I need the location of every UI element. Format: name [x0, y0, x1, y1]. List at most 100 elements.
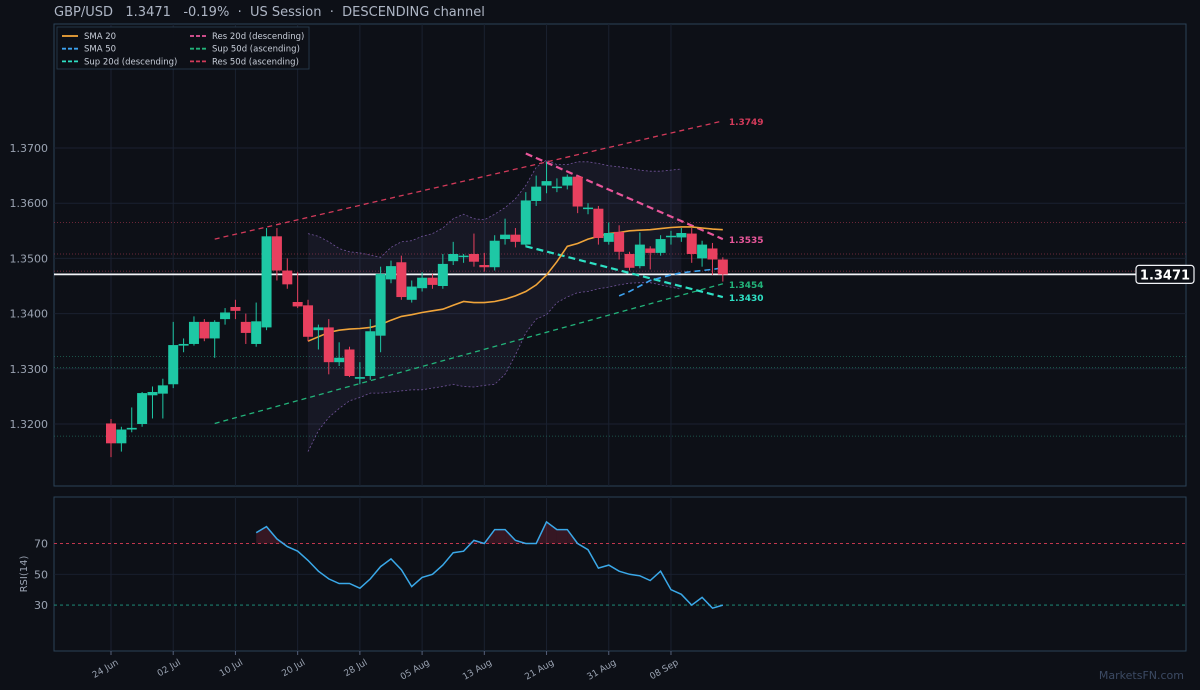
trendline: [214, 120, 723, 240]
rsi-y-tick-label: 30: [34, 599, 48, 612]
candle-body: [344, 349, 355, 376]
rsi-overbought-fill: [556, 529, 568, 544]
header-separator: ·: [329, 5, 334, 20]
x-tick-label: 10 Jul: [218, 658, 245, 679]
x-tick-label: 20 Jul: [280, 658, 307, 679]
candle-body: [520, 200, 531, 245]
candle-body: [168, 345, 179, 385]
candle-body: [375, 273, 386, 336]
rsi-line: [255, 520, 724, 610]
candle-body: [282, 270, 293, 285]
candle-body: [116, 429, 127, 444]
pair-label: GBP/USD: [54, 5, 113, 20]
rsi-y-tick-label: 50: [34, 568, 48, 581]
rsi-overbought-fill: [494, 529, 506, 544]
candle-body: [603, 233, 614, 242]
trendline-value-label: 1.3535: [729, 236, 764, 246]
candle-body: [634, 244, 645, 267]
price-y-tick-label: 1.3200: [10, 418, 49, 431]
candle-body: [365, 331, 376, 376]
candle-body: [697, 244, 708, 259]
candle-body: [468, 253, 479, 262]
candle-body: [510, 234, 521, 242]
candle-body: [645, 248, 656, 253]
candle-body: [448, 253, 459, 262]
rsi-axis-label: RSI(14): [19, 556, 30, 593]
candle-body: [531, 186, 542, 201]
candle-body: [665, 235, 676, 238]
candle-body: [385, 266, 396, 280]
candle-body: [572, 176, 583, 207]
rsi-panel: 30 50 70 RSI(14) 24 Jun 02 Jul 10 Jul 20 Jul 28 …: [19, 496, 1187, 683]
candle-body: [261, 236, 272, 328]
x-tick-label: 05 Aug: [399, 658, 432, 683]
header-separator: ·: [237, 5, 242, 20]
trendline-value-label: 1.3749: [729, 118, 764, 128]
candle-body: [624, 253, 635, 268]
rsi-overbought-fill: [546, 521, 557, 544]
trendline: [214, 283, 724, 425]
candle-body: [157, 385, 168, 394]
candle-body: [251, 321, 262, 344]
candle-body: [686, 233, 697, 254]
price-y-tick-label: 1.3600: [10, 197, 49, 210]
candle-body: [396, 262, 407, 298]
candle-body: [334, 357, 345, 363]
candle-body: [313, 327, 324, 331]
rsi-y-tick-label: 70: [34, 538, 48, 551]
legend-entry: Res 20d (descending): [212, 32, 304, 42]
candle-body: [551, 186, 562, 189]
sma50-line: [618, 267, 723, 297]
price-label: 1.3471: [125, 5, 171, 20]
candle-body: [178, 343, 189, 346]
candle-body: [271, 236, 282, 271]
candle-body: [230, 306, 241, 311]
legend-box: [56, 26, 310, 70]
candle-body: [406, 286, 417, 300]
candle-body: [717, 259, 728, 275]
candle-body: [427, 277, 438, 285]
legend-entry: Sup 50d (ascending): [212, 45, 300, 55]
price-panel-frame: [53, 23, 1187, 487]
price-y-tick-label: 1.3500: [10, 252, 49, 265]
last-price-tag-label: 1.3471: [1140, 268, 1190, 283]
candle-body: [583, 207, 594, 210]
last-price-tag: [1135, 264, 1195, 285]
candle-body: [209, 321, 220, 339]
x-tick-label: 28 Jul: [343, 658, 370, 679]
bollinger-upper: [307, 159, 682, 258]
chart-header: GBP/USD 1.3471 -0.19% · US Session · DES…: [54, 5, 485, 20]
watermark: MarketsFN.com: [1098, 669, 1184, 682]
candle-body: [147, 391, 158, 396]
price-y-tick-label: 1.3400: [10, 308, 49, 321]
x-tick-label: 13 Aug: [461, 658, 494, 683]
x-tick-label: 08 Sep: [648, 658, 680, 682]
price-panel: 1.3200 1.3300 1.3400 1.3500 1.3600 1.3700 1.37…: [10, 23, 1195, 487]
x-tick-label: 02 Jul: [156, 658, 183, 679]
candle-body: [614, 231, 625, 252]
candle-body: [417, 277, 428, 289]
chart-legend: SMA 20 SMA 50 Sup 20d (descending) Res 20d …: [56, 26, 310, 70]
trendline-value-label: 1.3430: [729, 294, 764, 304]
candle-body: [292, 302, 303, 307]
candle-body: [707, 248, 718, 260]
legend-entry: Res 50d (ascending): [212, 57, 299, 67]
candle-body: [137, 393, 148, 424]
candle-body: [188, 321, 199, 344]
candle-body: [106, 423, 116, 444]
rsi-overbought-fill: [256, 526, 267, 544]
trendline: [525, 152, 724, 241]
candle-body: [240, 321, 251, 333]
bollinger-band-fill: [308, 160, 682, 452]
x-tick-label: 21 Aug: [523, 658, 556, 683]
candle-body: [541, 181, 552, 186]
x-tick-label: 24 Jun: [91, 658, 121, 681]
session-label: US Session: [249, 5, 322, 20]
candle-body: [220, 312, 231, 320]
candle-body: [354, 377, 365, 379]
candle-body: [655, 239, 666, 253]
candle-body: [500, 234, 511, 240]
candle-body: [126, 427, 137, 430]
channel-label: DESCENDING channel: [342, 5, 485, 20]
